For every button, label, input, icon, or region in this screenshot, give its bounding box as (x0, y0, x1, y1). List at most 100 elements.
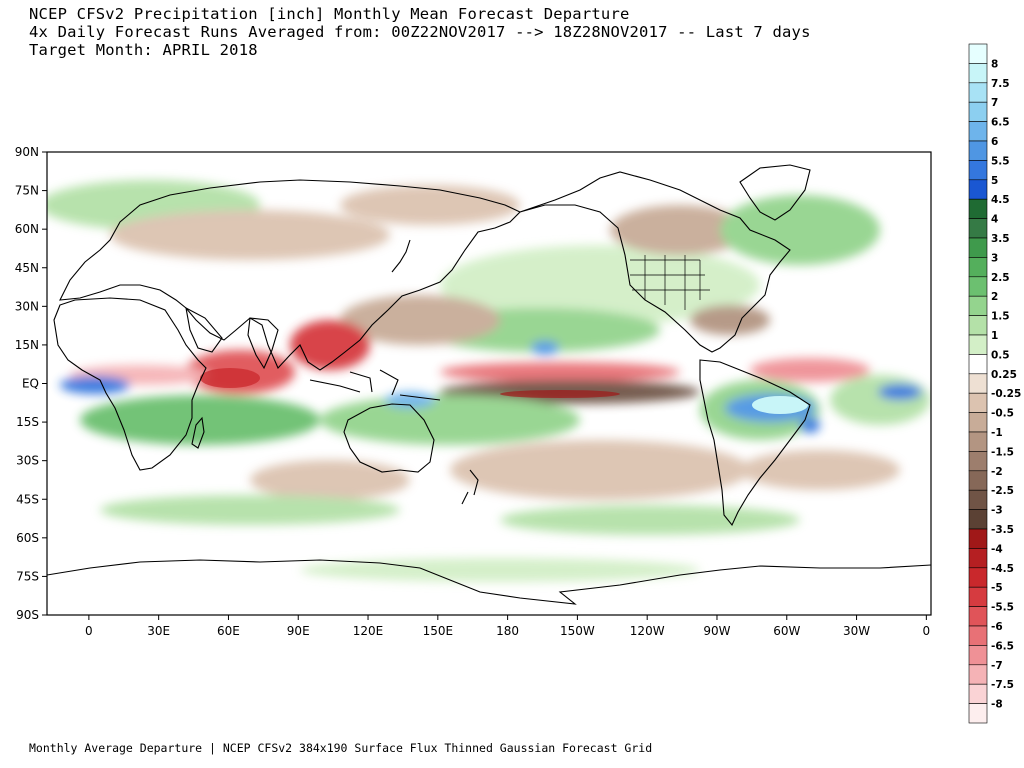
lon-label: 90W (703, 624, 730, 638)
colorbar-swatch (968, 101, 988, 122)
colorbar-label: 7.5 (991, 78, 1010, 90)
colorbar-swatch (968, 606, 988, 627)
colorbar-swatch (968, 625, 988, 646)
colorbar-swatch (968, 489, 988, 510)
colorbar-label: 8 (991, 58, 998, 70)
coast-africa (53, 297, 207, 471)
lat-label: 90N (15, 145, 39, 159)
coast-south-america (699, 359, 811, 527)
colorbar-label: -5.5 (991, 602, 1014, 614)
coast-japan (391, 239, 411, 273)
colorbar-swatch (968, 470, 988, 491)
colorbar-label: -4 (991, 543, 1003, 555)
colorbar-swatch (968, 664, 988, 685)
colorbar-swatch (968, 43, 988, 64)
lat-label: 30N (15, 299, 39, 313)
colorbar-label: -8 (991, 699, 1003, 711)
colorbar-label: 0.5 (991, 349, 1010, 361)
colorbar-label: 4 (991, 214, 998, 226)
lat-label: EQ (22, 377, 39, 391)
colorbar-swatch (968, 276, 988, 297)
lon-label: 150E (423, 624, 454, 638)
colorbar-swatch (968, 218, 988, 239)
colorbar-label: -4.5 (991, 563, 1014, 575)
colorbar-label: -6.5 (991, 640, 1014, 652)
colorbar-swatch (968, 509, 988, 530)
coast-indonesia (309, 369, 441, 401)
lon-label: 30W (843, 624, 870, 638)
lat-label: 75S (16, 569, 39, 583)
coast-greenland (739, 164, 811, 221)
lat-label: 45S (16, 492, 39, 506)
colorbar-swatch (968, 586, 988, 607)
lat-label: 90S (16, 608, 39, 622)
colorbar-swatch (968, 354, 988, 375)
lon-label: 120W (630, 624, 665, 638)
colorbar-swatch (968, 451, 988, 472)
colorbar-label: 0.25 (991, 369, 1017, 381)
colorbar-swatch (968, 645, 988, 666)
colorbar-swatch (968, 528, 988, 549)
colorbar-label: 5.5 (991, 155, 1010, 167)
coast-arabia (185, 306, 223, 353)
colorbar-label: 5 (991, 175, 998, 187)
colorbar-swatch (968, 140, 988, 161)
lat-label: 30S (16, 454, 39, 468)
colorbar-swatch (968, 179, 988, 200)
colorbar-label: 2.5 (991, 272, 1010, 284)
chart-subtitle-runs: 4x Daily Forecast Runs Averaged from: 00… (29, 23, 811, 41)
lat-label: 15N (15, 338, 39, 352)
colorbar-swatch (968, 257, 988, 278)
colorbar-swatch (968, 412, 988, 433)
colorbar-label: 3 (991, 252, 998, 264)
lat-label: 60S (16, 531, 39, 545)
colorbar-swatch (968, 431, 988, 452)
chart-title: NCEP CFSv2 Precipitation [inch] Monthly … (29, 5, 630, 23)
coast-new-zealand (461, 469, 479, 505)
chart-subtitle-target: Target Month: APRIL 2018 (29, 41, 258, 59)
colorbar-label: 1 (991, 330, 998, 342)
colorbar: 8 7.5 7 6.5 6 5.5 5 4.5 4 3.5 3 2.5 2 1.5 1 0.5 0.25 -0.2… (968, 43, 1021, 724)
colorbar-label: -1 (991, 427, 1003, 439)
colorbar-label: 4.5 (991, 194, 1010, 206)
lon-label: 90E (287, 624, 310, 638)
colorbar-label: -7.5 (991, 679, 1014, 691)
colorbar-swatch (968, 82, 988, 103)
lat-label: 75N (15, 184, 39, 198)
colorbar-swatch (968, 237, 988, 258)
colorbar-label: -3.5 (991, 524, 1014, 536)
longitude-axis: 0 30E 60E 90E 120E 150E 180 150W 120W 90W 60W 30W 0 (85, 615, 930, 638)
colorbar-label: -7 (991, 660, 1003, 672)
colorbar-swatch (968, 683, 988, 704)
colorbar-swatch (968, 295, 988, 316)
lon-label: 60E (217, 624, 240, 638)
colorbar-label: -2.5 (991, 485, 1014, 497)
colorbar-label: -6 (991, 621, 1003, 633)
lat-label: 15S (16, 415, 39, 429)
precip-anomaly-field (47, 180, 930, 582)
colorbar-swatch (968, 315, 988, 336)
colorbar-label: 3.5 (991, 233, 1010, 245)
lon-label: 0 (85, 624, 93, 638)
lat-label: 60N (15, 222, 39, 236)
coast-australia (343, 403, 435, 473)
lon-label: 0 (923, 624, 931, 638)
colorbar-label: 7 (991, 97, 998, 109)
colorbar-label: -0.25 (991, 388, 1021, 400)
colorbar-swatch (968, 334, 988, 355)
colorbar-swatch (968, 392, 988, 413)
colorbar-label: -1.5 (991, 446, 1014, 458)
colorbar-swatch (968, 63, 988, 84)
coast-antarctica (47, 559, 931, 605)
colorbar-label: 6.5 (991, 117, 1010, 129)
lat-label: 45N (15, 261, 39, 275)
lon-label: 30E (147, 624, 170, 638)
colorbar-label: -3 (991, 505, 1003, 517)
coast-madagascar (191, 416, 205, 449)
colorbar-swatch (968, 703, 988, 724)
colorbar-swatch (968, 567, 988, 588)
latitude-axis: 90N 75N 60N 45N 30N 15N EQ 15S 30S 45S 60S 75S 90S (15, 145, 47, 622)
coast-india (247, 317, 279, 370)
footer-caption: Monthly Average Departure | NCEP CFSv2 3… (29, 741, 653, 755)
